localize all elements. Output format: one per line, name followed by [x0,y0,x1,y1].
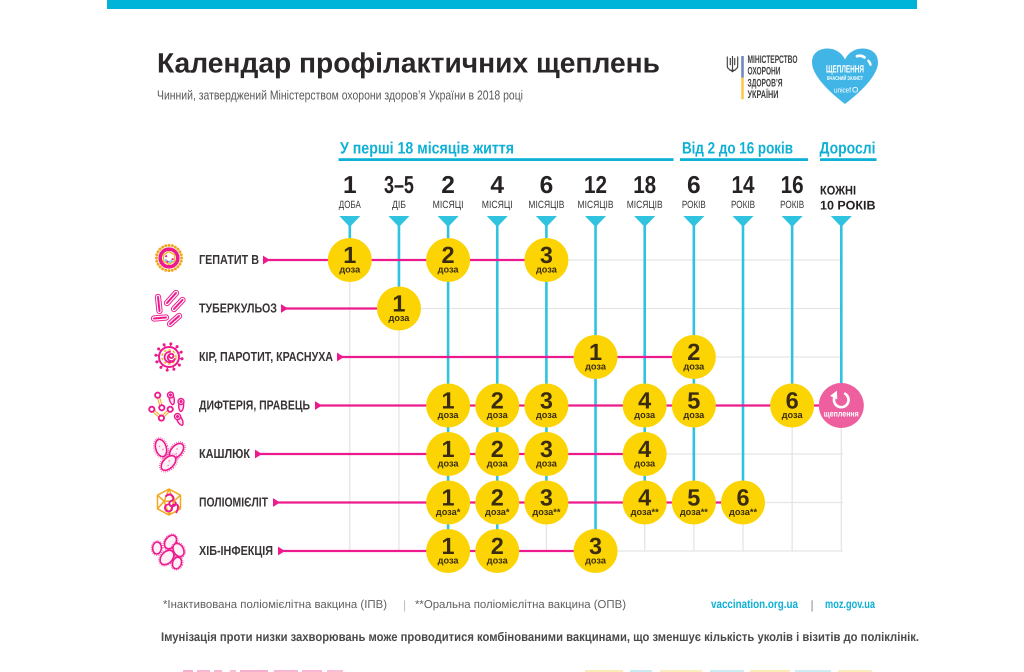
svg-text:МІСЯЦІ: МІСЯЦІ [433,199,464,211]
svg-text:1: 1 [343,242,356,268]
svg-text:3: 3 [589,533,602,559]
svg-text:доза: доза [438,410,460,420]
svg-text:3: 3 [540,388,553,414]
svg-text:МІСЯЦІВ: МІСЯЦІВ [578,199,614,211]
svg-text:ОХОРОНИ: ОХОРОНИ [748,66,781,78]
svg-text:2: 2 [687,339,700,365]
svg-text:доза: доза [585,556,607,566]
svg-text:доза: доза [634,410,656,420]
svg-text:доза**: доза** [532,507,560,517]
svg-text:ПОЛІОМІЄЛІТ: ПОЛІОМІЄЛІТ [199,494,268,509]
svg-text:3: 3 [540,436,553,462]
svg-text:доза: доза [438,265,460,275]
svg-text:18: 18 [633,172,656,199]
svg-text:РОКІВ: РОКІВ [731,199,755,211]
svg-text:доза: доза [487,410,509,420]
svg-text:доза: доза [389,313,411,323]
svg-text:unicef: unicef [834,85,852,94]
svg-text:2: 2 [442,242,455,268]
svg-text:6: 6 [540,172,554,199]
svg-text:Імунізація проти низки захворю: Імунізація проти низки захворювань може … [161,630,919,644]
svg-text:доза: доза [683,410,705,420]
svg-text:2: 2 [491,533,504,559]
svg-text:1: 1 [589,339,602,365]
svg-text:доза**: доза** [680,507,708,517]
svg-text:2: 2 [491,436,504,462]
svg-text:12: 12 [584,172,607,199]
svg-text:доза: доза [634,459,656,469]
svg-text:1: 1 [442,533,455,559]
svg-text:доза: доза [536,265,558,275]
svg-text:1: 1 [392,291,405,317]
svg-text:*Інактивована поліомієлітна ва: *Інактивована поліомієлітна вакцина (ІПВ… [163,599,387,611]
svg-text:доза: доза [487,459,509,469]
svg-text:Календар профілактичних щеплен: Календар профілактичних щеплень [157,47,660,78]
svg-text:5: 5 [687,485,700,511]
svg-text:доза: доза [585,362,607,372]
svg-text:доза**: доза** [729,507,757,517]
svg-text:6: 6 [736,485,749,511]
svg-text:2: 2 [491,388,504,414]
svg-text:доза**: доза** [631,507,659,517]
svg-text:Дорослі: Дорослі [820,140,876,158]
svg-text:МІСЯЦІВ: МІСЯЦІВ [528,199,564,211]
svg-text:1: 1 [442,388,455,414]
svg-text:ЩЕПЛЕННЯ: ЩЕПЛЕННЯ [826,63,864,75]
svg-text:1: 1 [442,485,455,511]
svg-text:РОКІВ: РОКІВ [682,199,706,211]
svg-text:2: 2 [491,485,504,511]
svg-text:ТУБЕРКУЛЬОЗ: ТУБЕРКУЛЬОЗ [199,300,277,315]
svg-text:5: 5 [687,388,700,414]
svg-text:МІНІСТЕРСТВО: МІНІСТЕРСТВО [748,54,798,66]
svg-text:КАШЛЮК: КАШЛЮК [199,446,250,461]
svg-text:доза*: доза* [485,507,510,517]
svg-text:У перші 18 місяців життя: У перші 18 місяців життя [340,140,514,158]
svg-text:доза: доза [782,410,804,420]
svg-text:ЗДОРОВ’Я: ЗДОРОВ’Я [748,77,783,89]
svg-text:|: | [403,598,406,612]
svg-text:6: 6 [786,388,799,414]
svg-text:ХІБ-ІНФЕКЦІЯ: ХІБ-ІНФЕКЦІЯ [199,543,273,558]
svg-text:ДІБ: ДІБ [392,199,406,211]
svg-text:1: 1 [442,436,455,462]
svg-text:|: | [811,598,814,612]
svg-text:moz.gov.ua: moz.gov.ua [825,597,875,611]
svg-text:РОКІВ: РОКІВ [780,199,804,211]
svg-text:ДОБА: ДОБА [339,199,361,211]
svg-text:6: 6 [687,172,701,199]
svg-text:1: 1 [343,172,357,199]
svg-text:доза: доза [487,556,509,566]
svg-text:ВЧАСНИЙ ЗАХИСТ: ВЧАСНИЙ ЗАХИСТ [827,75,863,82]
svg-text:щеплення: щеплення [824,409,859,419]
svg-text:16: 16 [781,172,804,199]
svg-text:доза: доза [339,265,361,275]
svg-text:МІСЯЦІ: МІСЯЦІ [482,199,513,211]
svg-text:ГЕПАТИТ В: ГЕПАТИТ В [199,252,259,267]
svg-text:3: 3 [540,242,553,268]
svg-text:доза: доза [438,556,460,566]
svg-text:доза: доза [683,362,705,372]
svg-text:**Оральна поліомієлітна вакцин: **Оральна поліомієлітна вакцина (ОПВ) [415,599,626,611]
svg-text:vaccination.org.ua: vaccination.org.ua [711,597,798,611]
svg-text:4: 4 [490,172,504,199]
svg-text:Чинний, затверджений Міністерс: Чинний, затверджений Міністерством охоро… [157,88,523,103]
svg-text:КОЖНІ: КОЖНІ [820,184,856,198]
svg-text:МІСЯЦІВ: МІСЯЦІВ [627,199,663,211]
svg-text:УКРАЇНИ: УКРАЇНИ [748,88,779,101]
svg-text:4: 4 [638,388,651,414]
svg-text:14: 14 [732,172,755,199]
svg-text:4: 4 [638,485,651,511]
svg-text:3–5: 3–5 [384,172,414,199]
svg-text:доза*: доза* [436,507,461,517]
svg-text:Від 2 до 16 років: Від 2 до 16 років [682,140,793,158]
svg-text:доза: доза [536,410,558,420]
svg-text:10 РОКІВ: 10 РОКІВ [820,199,876,213]
svg-text:3: 3 [540,485,553,511]
svg-text:доза: доза [536,459,558,469]
svg-text:2: 2 [441,172,455,199]
svg-text:4: 4 [638,436,651,462]
svg-text:доза: доза [438,459,460,469]
svg-text:КІР, ПАРОТИТ, КРАСНУХА: КІР, ПАРОТИТ, КРАСНУХА [199,349,333,364]
svg-text:ДИФТЕРІЯ, ПРАВЕЦЬ: ДИФТЕРІЯ, ПРАВЕЦЬ [199,397,310,412]
